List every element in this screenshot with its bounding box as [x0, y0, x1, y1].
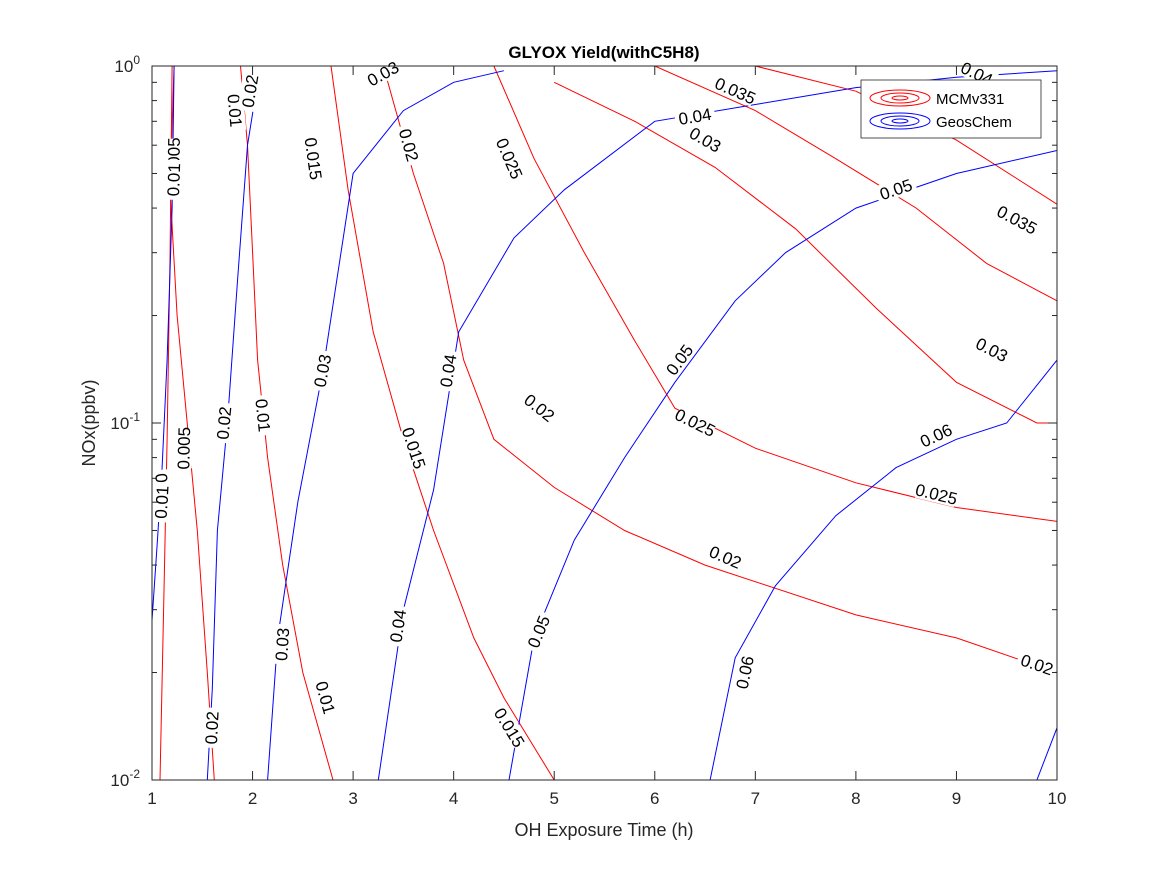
contour-label-geoschem: 0.02 [239, 73, 263, 109]
contour-label-mcm: 0.005 [174, 427, 194, 470]
contour-label-geoschem: 0.02 [213, 406, 235, 441]
contour-label-bg [360, 55, 405, 91]
contour-label-bg [252, 394, 275, 437]
legend-swatch-mcm [869, 89, 931, 107]
legend-swatch-geoschem [869, 112, 931, 130]
x-tick-label: 3 [348, 789, 357, 808]
x-tick-label: 6 [650, 789, 659, 808]
contour-label-geoschem: 0.04 [387, 608, 411, 644]
contour-label-bg [201, 707, 222, 749]
contour-line-geoschem-5 [709, 359, 1057, 780]
tick-labels: 1 2 3 4 5 6 7 8 9 10 10-2 10-1 100 [110, 53, 1066, 808]
x-tick-label: 1 [147, 789, 156, 808]
contour-label-bg [311, 675, 341, 720]
contour-label-bg [970, 332, 1014, 367]
contour-label-bg [271, 623, 293, 665]
chart-title: GLYOX Yield(withC5H8) [508, 43, 699, 62]
contour-label-bg [683, 121, 728, 157]
contour-label-bg [237, 69, 262, 113]
contour-label-geoschem: 0.01 [152, 485, 173, 519]
x-axis-label: OH Exposure Time (h) [514, 820, 693, 840]
contour-labels: 0.0050.0050.010.010.010.010.010.0150.015… [150, 55, 1060, 751]
axis-ticks [151, 65, 1058, 781]
y-tick-label: 10-1 [110, 410, 140, 433]
contour-label-bg [673, 405, 718, 440]
contour-label-bg [395, 123, 424, 167]
contour-label-mcm: 0.01 [251, 398, 273, 433]
legend-label-geoschem: GeosChem [936, 114, 1012, 131]
plot-area [152, 66, 1057, 780]
contour-label-bg [173, 427, 193, 469]
legend: MCMv331 GeosChem [860, 79, 1042, 139]
y-tick-label: 10-2 [110, 767, 140, 790]
contour-label-bg [493, 136, 527, 181]
x-tick-label: 7 [751, 789, 760, 808]
contour-label-geoschem: 0.02 [202, 711, 223, 745]
x-tick-label: 4 [449, 789, 458, 808]
x-tick-label: 2 [248, 789, 257, 808]
contour-label-geoschem: 0.04 [437, 353, 461, 389]
contour-label-bg [522, 609, 555, 654]
contour-line-mcm-7 [654, 66, 1057, 302]
contour-line-mcm-4 [382, 66, 1057, 673]
x-tick-label: 5 [549, 789, 558, 808]
contour-label-bg [659, 338, 699, 381]
contour-label-bg [731, 650, 758, 694]
contour-label-bg [713, 73, 758, 107]
x-tick-label: 9 [952, 789, 961, 808]
contour-line-geoschem-2 [267, 70, 505, 780]
contour-label-bg [913, 418, 958, 452]
legend-entry-mcm: MCMv331 [869, 89, 1004, 108]
y-axis-label: NOx(ppbv) [79, 379, 99, 466]
contour-label-bg [399, 426, 430, 470]
contour-label-bg [873, 173, 918, 204]
contour-label-bg [1015, 649, 1060, 680]
contour-label-bg [491, 705, 528, 750]
contour-line-mcm-6 [553, 81, 1057, 424]
legend-entry-geoschem: GeosChem [869, 112, 1012, 131]
contour-line-geoschem-6 [1036, 727, 1057, 780]
contour-line-mcm-3 [330, 66, 555, 780]
contour-label-bg [212, 402, 235, 444]
contour-label-bg [150, 481, 172, 523]
contour-label-bg [435, 349, 460, 392]
contour-label-bg [309, 349, 335, 392]
contour-label-bg [385, 604, 410, 647]
contour-label-bg [518, 387, 561, 427]
contour-label-bg [163, 159, 183, 201]
x-tick-label: 8 [851, 789, 860, 808]
contour-label-bg [673, 103, 717, 129]
x-tick-label: 10 [1048, 789, 1067, 808]
contour-label-bg [914, 480, 959, 508]
contour-label-bg [995, 201, 1040, 237]
y-tick-label: 100 [114, 53, 140, 76]
contour-label-bg [302, 137, 326, 180]
contour-label-geoschem: 0.03 [272, 627, 293, 661]
contour-label-bg [703, 540, 748, 573]
legend-label-mcm: MCMv331 [936, 91, 1004, 108]
contour-label-mcm: 0.01 [164, 163, 184, 197]
